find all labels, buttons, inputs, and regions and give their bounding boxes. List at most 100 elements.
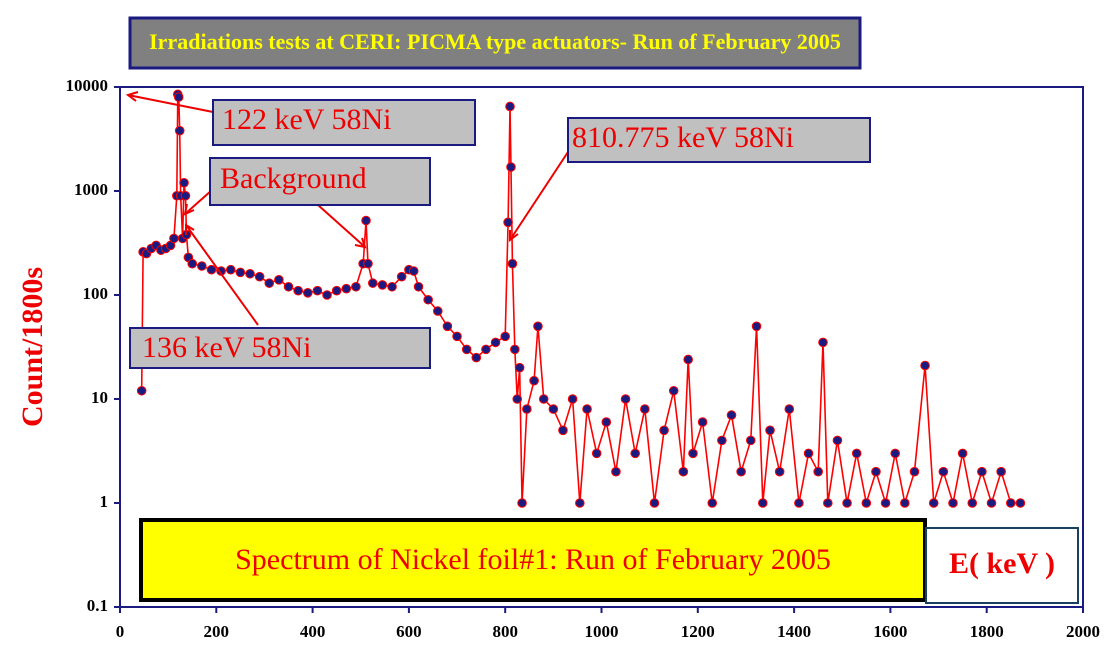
annotation-box bbox=[129, 327, 431, 369]
point bbox=[851, 448, 862, 459]
point bbox=[659, 425, 669, 436]
point bbox=[490, 337, 501, 348]
point bbox=[322, 290, 332, 300]
point bbox=[861, 498, 872, 508]
point bbox=[174, 125, 185, 136]
x-tick-label: 2000 bbox=[1066, 622, 1100, 641]
point bbox=[678, 466, 689, 477]
point bbox=[688, 448, 698, 459]
point bbox=[512, 394, 523, 404]
point bbox=[890, 448, 901, 459]
point bbox=[668, 385, 679, 396]
y-tick-label: 0.1 bbox=[87, 596, 108, 615]
point bbox=[567, 394, 578, 404]
point bbox=[986, 498, 997, 508]
point bbox=[900, 498, 910, 508]
point bbox=[173, 92, 184, 102]
plot bbox=[136, 89, 1026, 508]
point bbox=[264, 278, 275, 288]
annotation: 136 keV 58Ni bbox=[142, 331, 311, 364]
point bbox=[312, 285, 323, 296]
point bbox=[293, 285, 303, 296]
point bbox=[683, 354, 693, 365]
point bbox=[717, 435, 727, 446]
point bbox=[765, 425, 775, 436]
point bbox=[408, 266, 419, 276]
point bbox=[745, 435, 756, 446]
y-axis-label: Count/1800s bbox=[16, 267, 49, 427]
point bbox=[500, 331, 511, 342]
point bbox=[751, 321, 762, 332]
x-tick-label: 1400 bbox=[777, 622, 811, 641]
x-label-box bbox=[925, 527, 1079, 604]
subtitle: Spectrum of Nickel foil#1: Run of Februa… bbox=[235, 543, 831, 576]
y-tick-label: 1000 bbox=[74, 180, 108, 199]
point bbox=[582, 404, 592, 414]
point bbox=[387, 281, 397, 292]
point bbox=[794, 498, 804, 508]
y-tick-label: 10000 bbox=[66, 76, 109, 95]
point bbox=[136, 385, 147, 396]
point bbox=[823, 498, 833, 508]
point bbox=[529, 375, 539, 386]
point bbox=[1005, 498, 1016, 508]
annotation-box bbox=[567, 117, 871, 163]
y-tick-label: 1 bbox=[100, 492, 109, 511]
y-tick-label: 100 bbox=[83, 284, 109, 303]
x-tick-label: 1000 bbox=[585, 622, 619, 641]
point bbox=[413, 281, 424, 292]
point bbox=[331, 285, 342, 296]
point bbox=[813, 466, 823, 477]
point bbox=[938, 466, 949, 477]
point bbox=[283, 281, 294, 292]
x-tick-label: 1600 bbox=[873, 622, 907, 641]
point bbox=[957, 448, 968, 459]
point bbox=[514, 362, 525, 373]
point bbox=[909, 466, 920, 477]
point bbox=[611, 466, 621, 477]
point bbox=[620, 394, 631, 404]
point bbox=[871, 466, 881, 477]
point bbox=[640, 404, 650, 414]
point bbox=[187, 258, 198, 269]
point bbox=[548, 404, 559, 414]
annotation-box bbox=[212, 99, 476, 146]
point bbox=[736, 466, 746, 477]
y-tick-label: 10 bbox=[91, 388, 108, 407]
point bbox=[245, 268, 255, 279]
point bbox=[363, 258, 373, 269]
point bbox=[361, 215, 371, 226]
point bbox=[928, 498, 939, 508]
annotation: Background bbox=[220, 162, 367, 195]
point bbox=[351, 281, 361, 292]
arrows bbox=[125, 91, 569, 326]
point bbox=[341, 283, 352, 294]
x-tick-label: 200 bbox=[204, 622, 230, 641]
point bbox=[481, 344, 491, 355]
point bbox=[517, 498, 527, 508]
point bbox=[302, 287, 313, 298]
point bbox=[503, 217, 513, 228]
point bbox=[423, 294, 433, 305]
point bbox=[432, 306, 443, 316]
point bbox=[774, 466, 785, 477]
point bbox=[452, 331, 462, 342]
point bbox=[591, 448, 602, 459]
point bbox=[967, 498, 978, 508]
point bbox=[522, 404, 532, 414]
x-tick-label: 1800 bbox=[970, 622, 1004, 641]
annotation-box bbox=[209, 157, 431, 206]
point bbox=[274, 275, 284, 285]
point bbox=[510, 344, 520, 355]
title-box bbox=[128, 16, 862, 70]
point bbox=[538, 394, 549, 404]
point bbox=[396, 271, 407, 282]
point bbox=[803, 448, 814, 459]
point bbox=[697, 417, 708, 427]
x-tick-label: 600 bbox=[396, 622, 422, 641]
point bbox=[169, 233, 179, 244]
annotation: 122 keV 58Ni bbox=[222, 103, 391, 136]
x-axis-label: E( keV ) bbox=[949, 547, 1055, 580]
point bbox=[505, 101, 515, 112]
